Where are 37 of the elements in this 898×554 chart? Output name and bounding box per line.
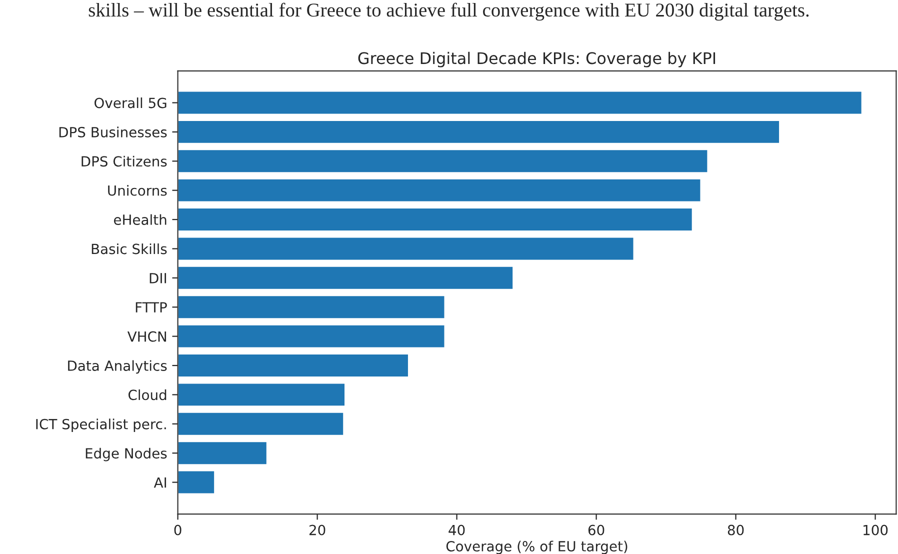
bar xyxy=(178,324,446,349)
bar xyxy=(178,353,410,378)
y-tick-label: DII xyxy=(150,273,166,284)
bar xyxy=(178,207,694,232)
x-tick-label: 40 xyxy=(448,524,465,536)
bar xyxy=(178,90,863,116)
y-tick-label: DPS Citizens xyxy=(82,156,167,167)
y-tick-label: Basic Skills xyxy=(92,243,167,254)
chart-title: Greece Digital Decade KPIs: Coverage by KPI xyxy=(358,52,716,68)
y-tick-label: AI xyxy=(154,477,166,488)
bar xyxy=(178,120,780,144)
x-tick-label: 100 xyxy=(864,524,888,536)
y-tick-label: Cloud xyxy=(128,389,166,400)
bar xyxy=(178,148,709,174)
y-tick-label: Unicorns xyxy=(108,185,167,196)
x-tick-label: 20 xyxy=(309,524,326,536)
x-tick-label: 0 xyxy=(174,524,182,536)
x-tick-label: 80 xyxy=(728,524,744,536)
y-tick-label: FTTP xyxy=(136,302,167,312)
bar xyxy=(178,440,268,466)
y-tick-label: Overall 5G xyxy=(94,97,166,108)
bar xyxy=(178,178,702,203)
bar xyxy=(178,236,635,262)
x-axis-title: Coverage (% of EU target) xyxy=(446,540,628,554)
y-tick-label: ICT Specialist perc. xyxy=(36,418,166,432)
text: skills – will be essential for Greece to achieve full convergence with EU 2030 digital targets. xyxy=(88,2,809,21)
x-tick-label: 60 xyxy=(588,524,604,536)
y-tick-label: Edge Nodes xyxy=(86,448,167,462)
y-tick-label: DPS Businesses xyxy=(59,126,167,138)
bar xyxy=(178,470,216,495)
y-tick-label: Data Analytics xyxy=(68,360,167,374)
bar xyxy=(178,266,514,290)
y-tick-label: eHealth xyxy=(114,214,166,225)
bar xyxy=(178,294,446,320)
y-tick-label: VHCN xyxy=(127,331,166,342)
bar xyxy=(178,382,346,408)
bar xyxy=(178,412,344,436)
